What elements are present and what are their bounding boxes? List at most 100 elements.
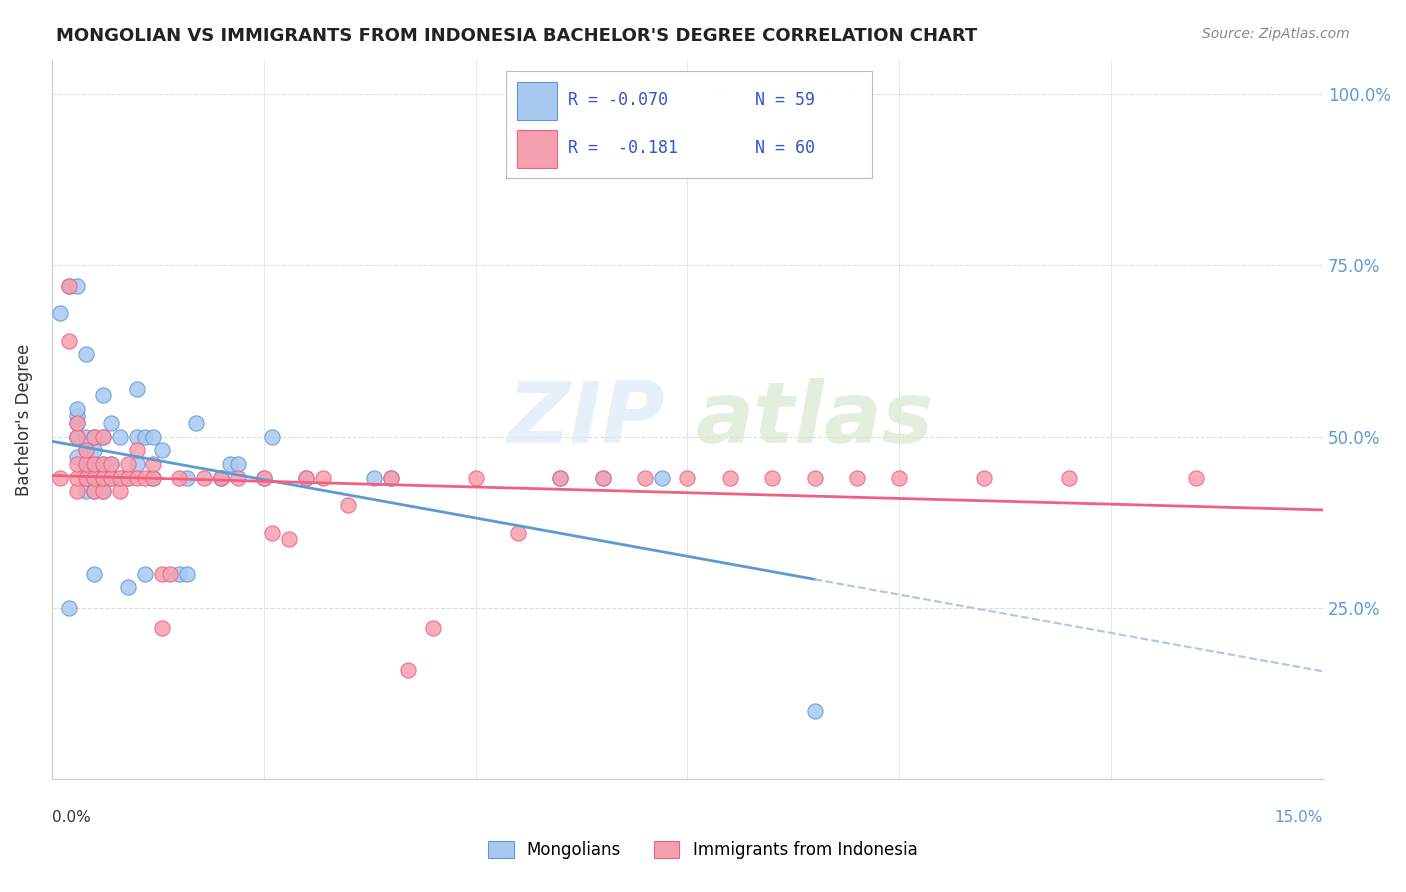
Point [464,471,486,485]
Point [262,429,284,443]
Point [226,471,249,485]
Point [193,471,215,485]
Point [100,457,122,471]
Point [592,471,614,485]
Point [100,471,122,485]
Point [66,429,89,443]
Point [226,457,249,471]
Point [83,457,105,471]
Point [142,471,165,485]
Point [134,429,156,443]
Legend: Mongolians, Immigrants from Indonesia: Mongolians, Immigrants from Indonesia [482,834,924,866]
Point [49,471,72,485]
Point [75,457,97,471]
Point [91,457,114,471]
Point [83,457,105,471]
Point [803,704,825,718]
Point [506,525,529,540]
Point [150,622,173,636]
Point [117,471,139,485]
Point [66,409,89,423]
Point [167,566,190,581]
Point [83,484,105,499]
Text: 0.0%: 0.0% [52,811,90,825]
Point [58,278,80,293]
Point [380,471,402,485]
Point [66,278,89,293]
Point [75,471,97,485]
Point [100,416,122,430]
Point [91,484,114,499]
Point [66,429,89,443]
Point [125,429,148,443]
Point [66,402,89,417]
Point [91,484,114,499]
Point [108,429,131,443]
Point [66,416,89,430]
Point [49,306,72,320]
Point [83,566,105,581]
Point [108,471,131,485]
Point [167,471,190,485]
Point [58,334,80,348]
Point [422,622,444,636]
Point [83,471,105,485]
Bar [517,82,557,120]
Point [846,471,869,485]
Point [125,443,148,458]
Point [117,471,139,485]
Point [676,471,699,485]
Point [91,471,114,485]
Point [803,471,825,485]
Point [58,278,80,293]
Point [134,566,156,581]
Point [108,484,131,499]
Point [75,484,97,499]
Point [83,484,105,499]
Y-axis label: Bachelor's Degree: Bachelor's Degree [15,343,32,496]
Point [83,471,105,485]
Point [75,429,97,443]
Point [66,416,89,430]
Point [150,443,173,458]
Point [108,471,131,485]
Point [100,457,122,471]
Point [75,443,97,458]
Point [159,566,181,581]
Text: MONGOLIAN VS IMMIGRANTS FROM INDONESIA BACHELOR'S DEGREE CORRELATION CHART: MONGOLIAN VS IMMIGRANTS FROM INDONESIA B… [56,27,977,45]
Point [209,471,232,485]
Point [125,457,148,471]
Point [66,457,89,471]
Text: atlas: atlas [696,378,934,461]
Point [66,429,89,443]
Point [66,484,89,499]
Point [83,429,105,443]
Point [651,471,673,485]
Point [218,457,240,471]
Point [176,471,198,485]
Point [253,471,276,485]
Point [117,457,139,471]
Point [973,471,995,485]
Point [363,471,385,485]
Point [75,347,97,361]
Point [150,566,173,581]
Point [83,429,105,443]
Point [142,471,165,485]
Text: 15.0%: 15.0% [1275,811,1323,825]
Point [761,471,783,485]
Point [184,416,207,430]
Point [100,471,122,485]
Point [75,443,97,458]
Point [295,471,318,485]
Point [91,429,114,443]
Text: R =  -0.181: R = -0.181 [568,139,678,157]
Point [75,457,97,471]
Point [66,471,89,485]
Point [66,450,89,464]
Point [134,471,156,485]
Point [209,471,232,485]
Point [278,533,301,547]
Point [117,580,139,594]
Text: Source: ZipAtlas.com: Source: ZipAtlas.com [1202,27,1350,41]
